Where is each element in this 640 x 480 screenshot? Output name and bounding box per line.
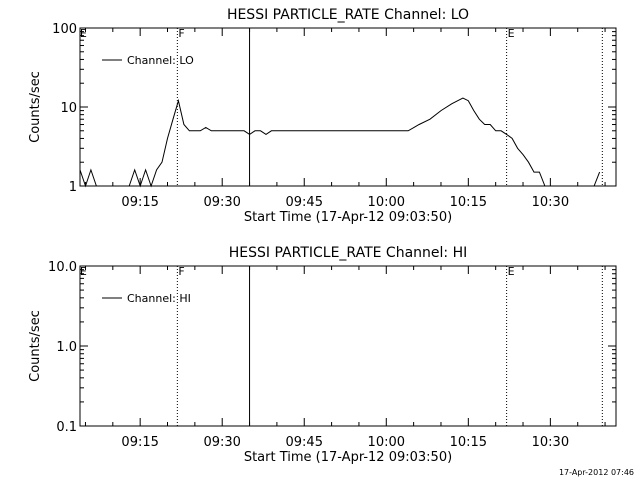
x-tick-label: 10:00 [368,195,405,210]
event-marker-label: F [178,27,184,40]
x-tick-label: 10:15 [450,195,487,210]
y-tick-label: 10 [60,101,77,116]
x-tick-label: 09:30 [203,195,240,210]
x-axis-label-1: Start Time (17-Apr-12 09:03:50) [244,450,452,465]
y-axis-label-1: Counts/sec [28,310,43,382]
event-marker-label: E [80,27,87,40]
x-tick-label: 09:15 [121,195,158,210]
x-tick-label: 10:00 [368,435,405,450]
x-tick-label: 10:30 [532,195,569,210]
event-marker-label: E [508,265,515,278]
y-axis-label-0: Counts/sec [28,71,43,143]
y-tick-label: 100 [52,22,77,37]
x-tick-label: 09:45 [286,195,323,210]
chart-title-1: HESSI PARTICLE_RATE Channel: HI [229,245,467,261]
x-tick-label: 10:30 [532,435,569,450]
legend-label-1: Channel: HI [127,292,191,305]
legend-label-0: Channel: LO [127,54,194,67]
x-tick-label: 09:15 [121,435,158,450]
x-axis-label-0: Start Time (17-Apr-12 09:03:50) [244,210,452,225]
y-tick-label: 1 [69,180,77,195]
series-line-0-0 [79,97,601,188]
y-tick-label: 0.1 [56,420,77,435]
event-marker-label: E [508,27,515,40]
x-tick-label: 09:30 [203,435,240,450]
footer-timestamp: 17-Apr-2012 07:46 [559,468,634,477]
chart-title-0: HESSI PARTICLE_RATE Channel: LO [227,7,469,23]
x-tick-label: 09:45 [286,435,323,450]
event-marker-label: F [178,265,184,278]
y-tick-label: 10.0 [48,260,77,275]
event-marker-label: E [80,265,87,278]
x-tick-label: 10:15 [450,435,487,450]
y-tick-label: 1.0 [56,340,77,355]
